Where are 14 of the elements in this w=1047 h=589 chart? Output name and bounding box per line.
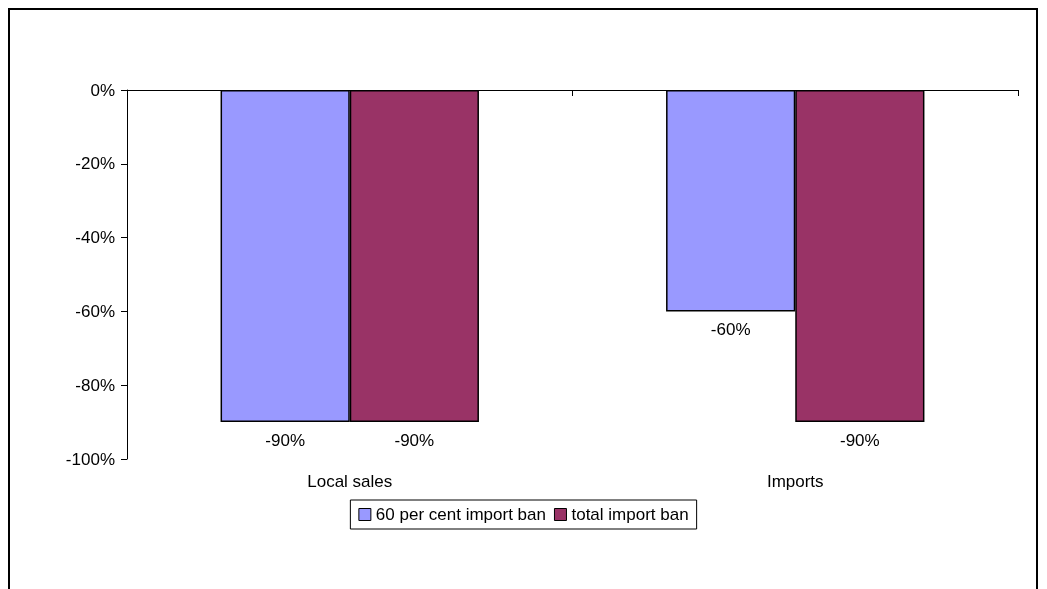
data-label: -90% [265,431,305,451]
y-tick-label: 0% [90,80,115,100]
x-tick-label: Imports [766,472,824,491]
data-label: -60% [710,320,751,340]
y-tick-label: -100% [65,449,115,469]
legend-label: total import ban [571,505,689,524]
data-label: -90% [840,431,880,451]
x-tick-label: Local sales [307,472,393,491]
data-label: -90% [394,431,435,451]
y-tick-label: -20% [75,154,115,174]
y-tick-label: -80% [75,375,115,395]
y-tick-label: -40% [75,228,115,248]
legend-label: 60 per cent import ban [375,505,546,524]
y-tick-label: -60% [75,301,115,321]
